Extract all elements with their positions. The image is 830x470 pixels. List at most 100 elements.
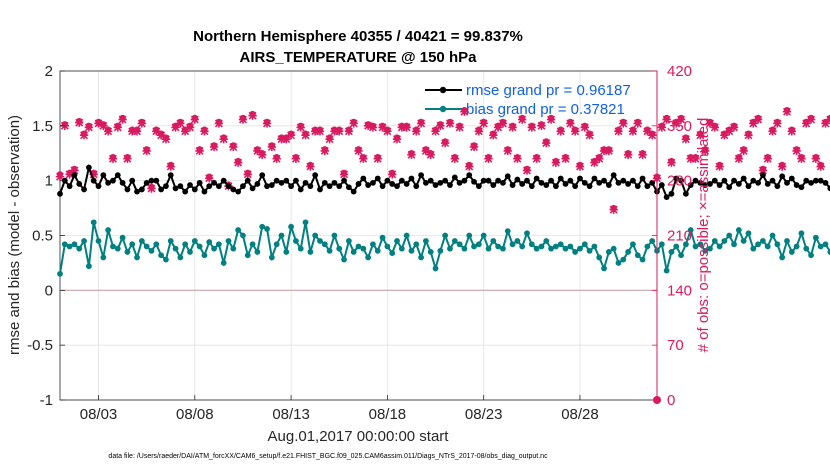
obs-assimilated-point — [474, 127, 484, 136]
rmse-point — [432, 182, 439, 188]
rmse-point — [808, 179, 814, 186]
bias-point — [288, 223, 294, 230]
bias-point — [548, 245, 554, 252]
rmse-point — [793, 182, 800, 188]
rmse-point — [548, 177, 554, 184]
obs-assimilated-point — [445, 119, 455, 128]
obs-assimilated-point — [363, 121, 373, 131]
obs-assimilated-point — [729, 123, 739, 132]
obs-assimilated-point — [604, 146, 614, 156]
bias-point — [81, 238, 87, 244]
right-tick-label-5: 350 — [667, 118, 692, 135]
bias-point — [336, 245, 343, 252]
obs-assimilated-point — [493, 123, 503, 132]
rmse-point — [105, 179, 112, 186]
x-ticks: 08/03 08/08 08/13 08/18 08/23 08/28 — [80, 395, 599, 423]
rmse-point — [398, 177, 405, 184]
obs-assimilated-point — [388, 170, 397, 179]
bias-point — [442, 232, 449, 239]
bias-point — [345, 238, 352, 244]
obs-assimilated-point — [128, 127, 137, 136]
rmse-point — [495, 177, 502, 184]
obs-assimilated-point — [277, 134, 286, 144]
bias-point — [66, 243, 73, 250]
bias-point — [644, 243, 651, 250]
rmse-point — [148, 177, 155, 184]
bias-point — [153, 241, 160, 248]
obs-assimilated-point — [628, 127, 638, 136]
rmse-point — [745, 183, 752, 190]
bias-point — [716, 243, 723, 250]
rmse-point — [360, 175, 367, 182]
rmse-point — [273, 177, 280, 184]
bias-point — [278, 232, 285, 239]
bias-point — [519, 243, 526, 250]
right-tick-label-4: 280 — [667, 173, 692, 190]
rmse-point — [90, 177, 97, 184]
bias-point — [403, 232, 410, 239]
bias-point — [76, 245, 83, 252]
rmse-point — [543, 182, 550, 188]
legend-text-rmse: rmse grand pr = 0.96187 — [466, 82, 631, 99]
bias-point — [341, 256, 347, 263]
bias-point — [134, 254, 140, 261]
rmse-point — [798, 184, 805, 191]
obs-assimilated-point — [638, 150, 647, 160]
rmse-point — [711, 177, 718, 184]
bias-point — [760, 238, 766, 244]
rmse-point — [721, 177, 728, 184]
chart-title-line2: AIRS_TEMPERATURE @ 150 hPa — [240, 49, 478, 66]
bias-point — [707, 245, 713, 252]
rmse-point — [610, 172, 617, 179]
bias-point — [235, 227, 242, 233]
rmse-point — [230, 186, 237, 193]
obs-assimilated-point — [542, 138, 551, 148]
obs-assimilated-point — [749, 119, 758, 128]
bias-point — [100, 254, 107, 261]
rmse-point — [114, 172, 121, 179]
obs-assimilated-point — [816, 162, 825, 171]
bias-point — [307, 249, 314, 255]
rmse-point — [562, 181, 569, 187]
obs-assimilated-point — [243, 170, 252, 179]
obs-assimilated-point — [412, 127, 421, 136]
bias-point — [485, 245, 492, 252]
rmse-point — [731, 177, 737, 184]
legend-text-bias: bias grand pr = 0.37821 — [466, 101, 625, 118]
bias-point — [158, 252, 165, 259]
rmse-point — [211, 179, 217, 186]
rmse-point — [66, 183, 73, 190]
obs-assimilated-point — [238, 115, 248, 124]
bias-point — [355, 243, 362, 250]
obs-assimilated-point — [667, 158, 676, 167]
rmse-point — [663, 194, 670, 201]
rmse-point — [225, 183, 232, 190]
bias-point — [591, 243, 598, 250]
rmse-point — [158, 186, 165, 193]
bias-point — [466, 232, 473, 239]
rmse-point — [740, 175, 747, 182]
rmse-point — [264, 183, 270, 190]
rmse-point — [345, 184, 352, 191]
obs-assimilated-point — [739, 146, 748, 156]
rmse-point — [755, 179, 762, 186]
rmse-point — [692, 177, 699, 184]
rmse-point — [812, 177, 819, 184]
obs-assimilated-point — [657, 123, 667, 132]
obs-assimilated-point — [161, 134, 171, 144]
obs-assimilated-point — [296, 123, 305, 132]
rmse-point — [822, 179, 829, 186]
y-axis-label-left: rmse and bias (model - observation) — [6, 115, 23, 355]
obs-assimilated-point — [248, 111, 257, 120]
obs-assimilated-point — [205, 174, 214, 183]
y-axis-label-right: # of obs: o=possible; ×=assimilated — [695, 118, 712, 353]
obs-assimilated-point — [335, 127, 344, 136]
obs-assimilated-point — [75, 118, 84, 127]
obs-assimilated-point — [450, 154, 459, 163]
obs-assimilated-point — [806, 115, 816, 124]
right-y-ticks: 0 70 140 210 280 350 420 — [652, 63, 692, 409]
bias-point — [562, 245, 569, 252]
obs-assimilated-point — [681, 134, 691, 144]
right-tick-label-3: 210 — [667, 228, 692, 245]
rmse-point — [591, 175, 598, 182]
